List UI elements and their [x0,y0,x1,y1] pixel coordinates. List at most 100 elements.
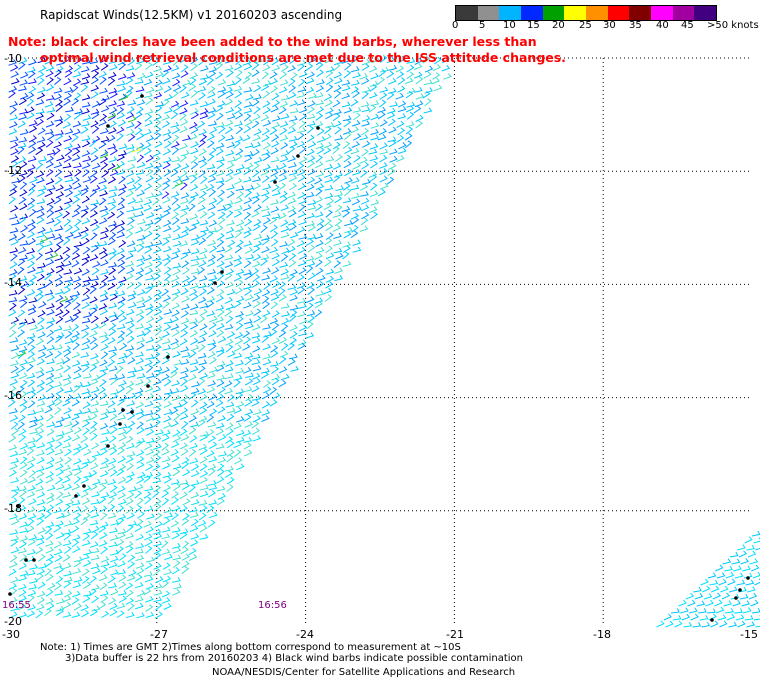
wind-barb [145,168,154,177]
wind-barb [37,77,45,86]
wind-barb [225,149,235,156]
wind-barb [46,210,55,219]
wind-barb [125,350,134,359]
wind-barb [182,280,191,288]
wind-barb [28,183,37,192]
wind-barb [118,581,127,590]
wind-barb [155,71,164,78]
wind-barb [135,272,144,281]
wind-barb [71,294,79,303]
wind-barb [82,420,91,428]
wind-barb [207,239,217,247]
wind-barb [153,289,163,297]
wind-barb [171,211,180,220]
wind-barb [144,147,152,156]
wind-barb [53,196,62,205]
wind-barb [56,532,65,539]
wind-barb [251,120,260,129]
wind-barb [712,592,722,600]
wind-barb [287,342,295,351]
wind-barb [37,283,46,290]
wind-barb [71,434,81,442]
wind-barb [17,504,27,513]
wind-barb [109,393,119,400]
wind-barb [333,84,342,93]
wind-barb [163,421,172,429]
wind-barb [251,359,261,365]
wind-barb [298,233,308,240]
wind-barb [154,512,163,521]
wind-barb [136,234,146,241]
wind-barb [80,517,89,526]
contamination-circle [273,180,277,184]
wind-barb [8,597,18,604]
wind-barb [281,247,290,255]
wind-barb [19,203,28,211]
wind-barb [9,497,18,505]
wind-barb [29,208,37,217]
wind-barb [190,337,199,346]
wind-barb [271,392,281,400]
wind-barb [145,583,154,590]
wind-barb [90,342,99,351]
wind-barb [55,364,64,372]
wind-barb [125,260,134,268]
scale-label-35: 35 [629,20,642,31]
wind-barb [171,141,180,148]
wind-barb [17,233,26,241]
wind-barb [333,120,342,128]
wind-barb [297,259,307,267]
scale-label-10: 10 [503,20,516,31]
wind-barb [280,323,289,332]
wind-barb [171,455,180,463]
wind-barb [17,286,26,295]
wind-barb [209,356,217,365]
wind-barb [287,219,297,226]
wind-barb [351,198,361,206]
wind-barb [107,113,116,122]
wind-barb [8,385,17,394]
wind-barb [206,230,214,239]
wind-barb [235,388,245,395]
wind-barb [271,377,280,386]
wind-barb [707,572,717,579]
wind-barb [217,90,226,99]
wind-barb [36,400,46,407]
lon-label-24: -24 [296,628,314,641]
wind-barb [180,70,189,78]
wind-barb [144,385,154,393]
wind-barb [89,364,98,373]
contamination-circle [8,592,12,596]
wind-barb [125,143,135,150]
wind-barb [127,217,135,226]
wind-barb [18,583,27,590]
wind-barb [171,64,180,72]
wind-barb [234,106,243,115]
wind-barb [17,603,27,611]
wind-barb [54,211,64,220]
wind-barb [189,282,199,289]
wind-barb [361,148,369,157]
wind-barb [44,227,54,234]
wind-barb [305,238,314,246]
wind-barb [99,479,108,485]
wind-barb [200,226,210,233]
wind-barb [224,254,234,261]
wind-barb [188,415,197,423]
contamination-circle [118,422,122,426]
wind-barb [89,456,98,464]
wind-barb [323,133,332,141]
wind-barb [298,252,308,260]
wind-barb [296,240,306,248]
wind-barb [297,297,306,304]
wind-barb [415,76,424,85]
wind-barb [270,199,279,205]
wind-barb [54,582,62,591]
wind-barb [116,365,124,374]
wind-barb [188,547,197,556]
wind-barb [181,560,190,569]
wind-barb [9,247,19,254]
wind-barb [18,595,27,602]
wind-barb [208,322,217,330]
wind-barb [20,469,28,478]
